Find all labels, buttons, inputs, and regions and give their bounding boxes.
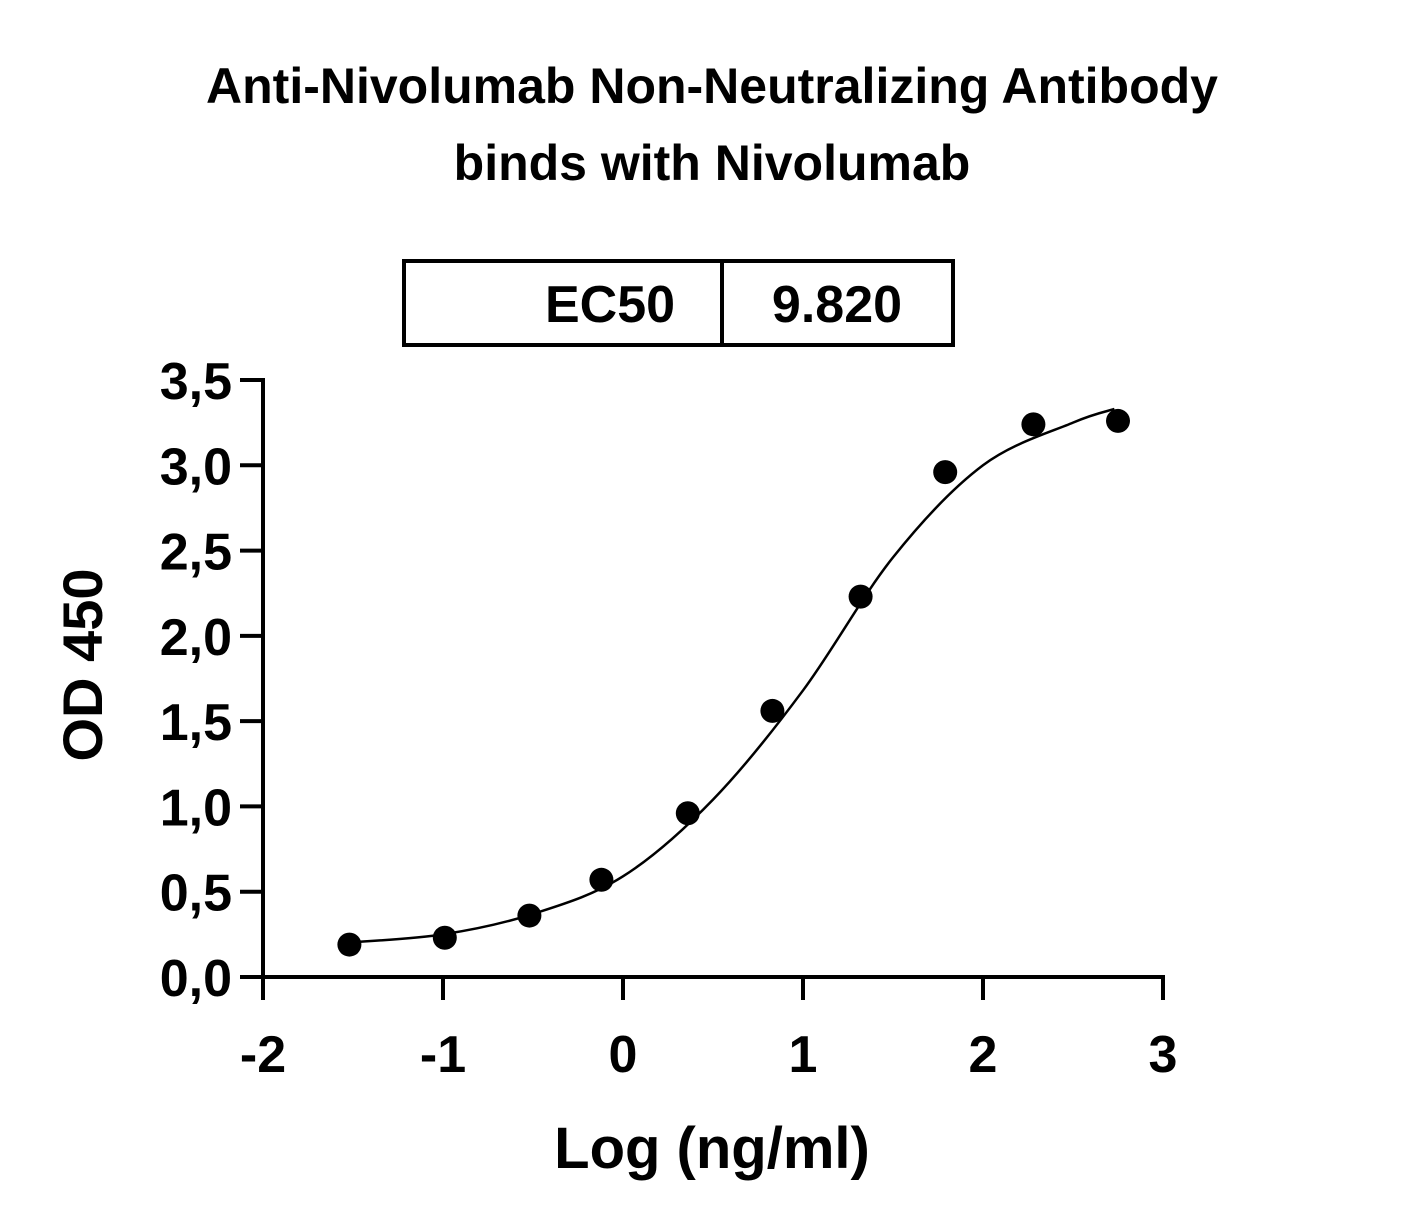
data-point	[432, 925, 457, 950]
y-tick-label: 2,5	[160, 524, 232, 582]
data-point	[675, 801, 700, 826]
x-tick-label: -2	[240, 1026, 286, 1084]
y-tick-label: 0,0	[160, 950, 232, 1008]
data-point	[337, 932, 362, 957]
x-tick-label: 1	[789, 1026, 818, 1084]
x-tick-label: 3	[1149, 1026, 1178, 1084]
x-tick-label: 2	[969, 1026, 998, 1084]
chart-title: binds with Nivolumab	[454, 135, 971, 191]
y-tick-label: 3,0	[160, 438, 232, 496]
y-tick-label: 2,0	[160, 609, 232, 667]
data-point	[517, 903, 542, 928]
ec50-box	[402, 259, 955, 347]
x-axis-label: Log (ng/ml)	[554, 1116, 870, 1181]
y-tick-label: 1,5	[160, 694, 232, 752]
data-point	[848, 584, 873, 609]
x-tick-label: -1	[420, 1026, 466, 1084]
data-point	[933, 460, 958, 485]
data-point	[1021, 412, 1046, 437]
x-tick-label: 0	[609, 1026, 638, 1084]
y-axis-label: OD 450	[51, 569, 114, 762]
fit-curve	[343, 407, 1115, 945]
y-tick-label: 1,0	[160, 779, 232, 837]
ec50-label: EC50	[545, 276, 675, 334]
data-point	[589, 867, 614, 892]
ec50-value: 9.820	[772, 276, 902, 334]
y-tick-label: 3,5	[160, 353, 232, 411]
data-point	[1106, 408, 1130, 433]
chart-title: Anti-Nivolumab Non-Neutralizing Antibody	[206, 58, 1218, 114]
y-tick-label: 0,5	[160, 865, 232, 923]
data-point	[760, 698, 785, 723]
